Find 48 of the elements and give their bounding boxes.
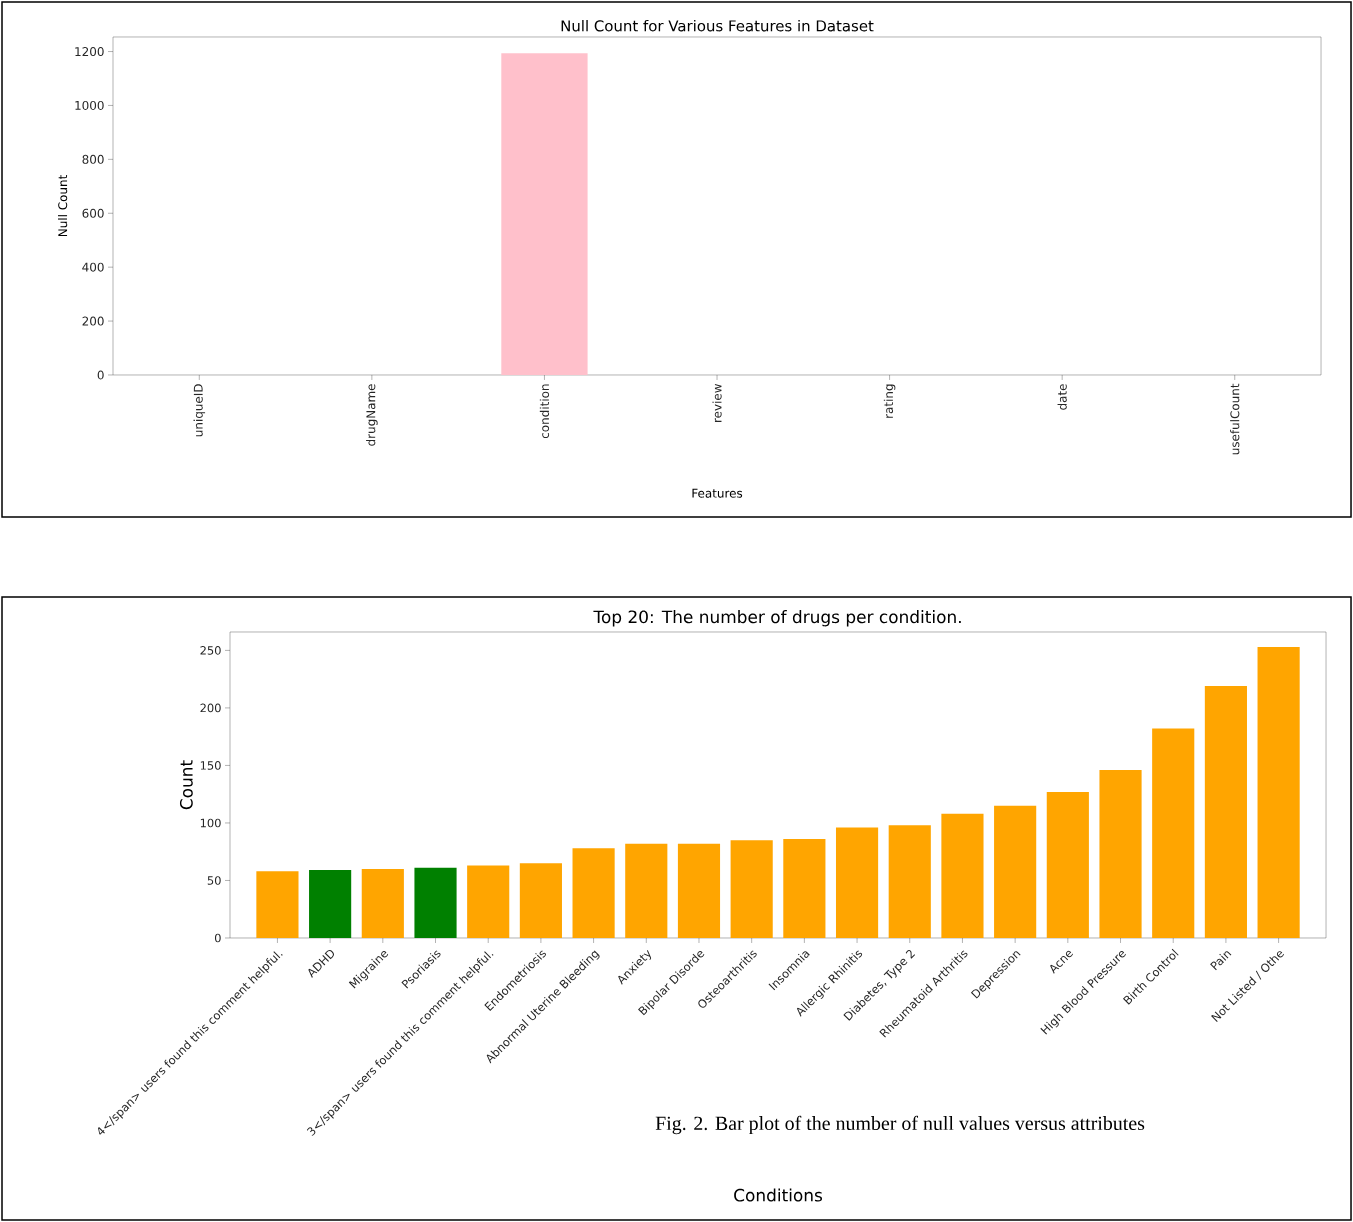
y-tick-label: 150 (200, 761, 221, 770)
y-tick-label: 250 (200, 646, 221, 655)
bar (309, 870, 352, 938)
y-tick-label: 1200 (75, 47, 104, 57)
bar (1257, 646, 1300, 938)
chart-title: Top 20: The number of drugs per condition. (593, 610, 961, 627)
bar (888, 825, 931, 938)
y-tick-label: 400 (82, 262, 104, 272)
x-tick-label: rating (883, 384, 896, 418)
y-tick-label: 100 (200, 818, 221, 828)
bar (1046, 791, 1089, 938)
y-tick-label: 200 (82, 316, 104, 326)
bar (941, 813, 984, 938)
bar (1204, 686, 1247, 938)
y-tick-label: 50 (207, 876, 221, 885)
x-axis-title: Features (692, 488, 743, 498)
x-tick-label: drugName (366, 384, 378, 446)
y-tick-label: 1000 (75, 100, 104, 110)
chart-title: Null Count for Various Features in Dataset (561, 19, 874, 32)
bar (361, 868, 404, 938)
bar (625, 843, 668, 938)
bar (467, 865, 510, 938)
bar (519, 863, 562, 938)
bar (994, 805, 1037, 938)
x-tick-label: condition (539, 384, 550, 439)
y-axis-title: Null Count (57, 175, 68, 237)
bar (783, 839, 826, 938)
y-tick-label: 600 (82, 208, 104, 218)
bar (572, 848, 615, 938)
bar (256, 871, 299, 938)
caption: Fig. 2. Bar plot of the number of null values versus attributes (655, 1115, 1145, 1135)
y-tick-label: 800 (82, 154, 104, 164)
y-tick-label: 200 (200, 703, 221, 713)
bar (1152, 728, 1195, 938)
bar (677, 843, 721, 938)
bar (730, 840, 773, 938)
bar (835, 827, 879, 938)
y-tick-label: 0 (97, 370, 104, 380)
x-tick-label: Pain (1210, 951, 1232, 971)
bar (1099, 770, 1142, 938)
x-axis-title: Conditions (734, 1188, 823, 1202)
x-tick-label: review (712, 383, 722, 422)
x-tick-label: usefulCount (1230, 383, 1240, 455)
x-tick-label: date (1057, 384, 1067, 410)
x-tick-label: uniqueID (193, 384, 206, 437)
bar (414, 867, 457, 938)
y-axis-title: Count (179, 760, 193, 810)
y-tick-label: 0 (214, 933, 221, 943)
